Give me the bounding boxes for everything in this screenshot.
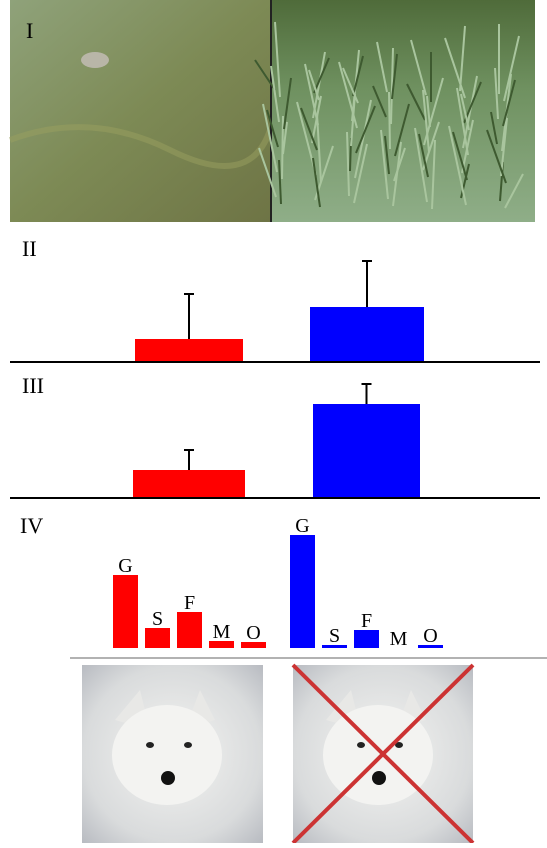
grass-blade — [300, 107, 318, 151]
grass-blade — [390, 47, 394, 125]
grass-blade — [380, 129, 389, 200]
panel-label: II — [22, 236, 37, 261]
grass-blade — [393, 147, 406, 182]
photo-tundra-grazed — [8, 0, 273, 222]
grass-blade — [410, 39, 427, 96]
bar-label: M — [213, 621, 231, 643]
bar — [135, 339, 243, 362]
bar — [418, 645, 443, 648]
grass-blade — [266, 109, 279, 148]
grass-blade — [456, 87, 469, 156]
grass-blade — [448, 125, 467, 206]
bar-label: S — [152, 608, 163, 630]
grass-blade — [314, 145, 334, 201]
grass-blade — [316, 113, 322, 183]
grass-blade — [384, 135, 390, 175]
grass-blade — [388, 91, 391, 150]
panel-label: IV — [20, 513, 43, 538]
bar — [209, 641, 234, 648]
grass-blade — [270, 65, 280, 123]
panel-label: I — [26, 18, 33, 43]
grass-blade — [262, 103, 278, 173]
bar — [145, 628, 170, 648]
bar — [290, 535, 315, 648]
grass-blade — [414, 127, 428, 203]
bar — [113, 575, 138, 648]
grass-blade — [282, 121, 288, 155]
grass-blade — [274, 21, 281, 98]
grass-blade — [426, 95, 431, 128]
bar — [322, 645, 347, 648]
bar — [310, 307, 424, 362]
grass-blade — [423, 77, 444, 146]
grass-blade — [486, 129, 507, 184]
bar-label: O — [423, 625, 437, 647]
grass-blade — [278, 159, 282, 205]
grass-blade — [422, 121, 440, 171]
grass-blade — [391, 53, 398, 100]
grass-blade — [503, 35, 520, 102]
bar — [133, 470, 245, 498]
photo-fox — [82, 665, 263, 843]
grass-blade — [406, 83, 426, 121]
grass-blade — [422, 89, 430, 153]
grass-blade — [418, 133, 429, 178]
grass-blade — [342, 67, 359, 104]
grass-blade — [338, 61, 358, 129]
grass-blade — [372, 85, 387, 118]
grass-blade — [355, 105, 376, 154]
grass-blade — [283, 77, 292, 130]
grass-blade — [460, 163, 470, 199]
grass-blade — [502, 79, 516, 127]
grass-blade — [462, 75, 478, 149]
grass-blade — [258, 147, 277, 198]
bar-label: O — [246, 622, 260, 644]
grass-blade — [308, 69, 320, 101]
grass-blade — [490, 111, 498, 145]
grass-blade — [494, 67, 499, 120]
grass-blade — [346, 131, 350, 197]
bar-label: M — [390, 628, 408, 650]
photo-tundra-ungrazed — [254, 0, 535, 222]
grass-blade — [281, 115, 284, 180]
grass-blade — [354, 99, 372, 179]
grass-blade — [431, 139, 436, 210]
bar-label: S — [329, 625, 340, 647]
bar — [313, 404, 420, 498]
bar-label: G — [295, 515, 309, 537]
grass-blade — [353, 143, 368, 204]
bar-label: F — [361, 610, 372, 632]
grass-blade — [312, 51, 326, 119]
grass-blade — [394, 103, 410, 157]
grass-blade — [463, 81, 482, 124]
photo-fox-crossed — [291, 663, 475, 845]
bar — [354, 630, 379, 648]
bar — [241, 642, 266, 648]
bar-label: G — [118, 555, 132, 577]
bar — [177, 612, 202, 648]
grass-blade — [460, 93, 470, 131]
grass-blade — [376, 41, 388, 93]
grass-blade — [452, 131, 468, 181]
panel-label: III — [22, 373, 44, 398]
bar-label: F — [184, 592, 195, 614]
grass-blade — [312, 157, 321, 208]
grass-blade — [444, 37, 466, 99]
grass-blade — [504, 173, 524, 209]
